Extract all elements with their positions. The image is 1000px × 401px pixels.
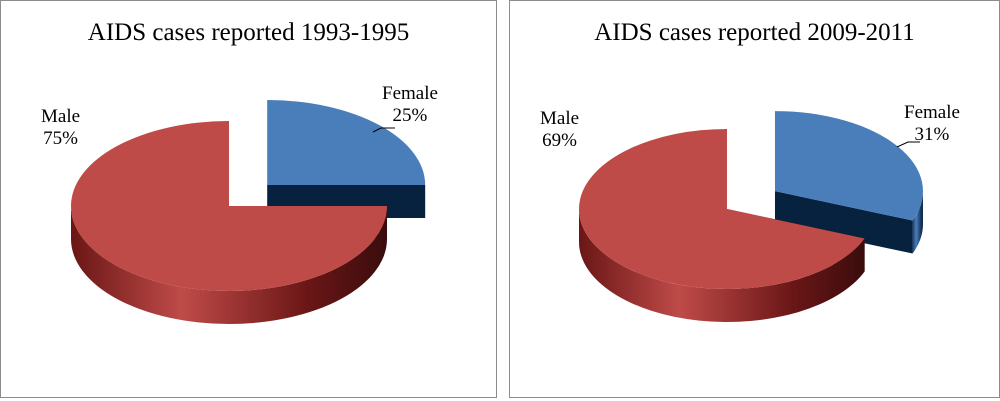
female-category-label: Female: [904, 102, 960, 123]
male-value-label: 69%: [542, 130, 577, 151]
pie-chart: [71, 99, 426, 324]
female-value-label: 25%: [392, 105, 428, 126]
male-slice: [579, 129, 865, 323]
female-category-label: Female: [382, 83, 438, 104]
female-slice: [774, 111, 923, 254]
female-value-label: 31%: [914, 124, 950, 145]
male-slice-label: Male 69%: [540, 108, 579, 152]
female-slice-label: Female 31%: [904, 102, 960, 146]
female-leader-line: [372, 127, 395, 133]
male-slice-label: Male 75%: [41, 106, 80, 150]
female-leader-line: [896, 141, 920, 148]
male-slice: [71, 121, 387, 324]
male-value-label: 75%: [43, 128, 78, 149]
male-category-label: Male: [540, 108, 580, 129]
male-category-label: Male: [41, 106, 81, 127]
chart-title: AIDS cases reported 2009-2011: [594, 19, 915, 46]
chart-panel-1993-1995: AIDS cases reported 1993-1995 Female 25%…: [0, 0, 497, 398]
chart-panel-2009-2011: AIDS cases reported 2009-2011 Female 31%…: [509, 0, 1000, 398]
female-slice-label: Female 25%: [382, 83, 438, 127]
pie-chart: [579, 111, 923, 323]
chart-title: AIDS cases reported 1993-1995: [87, 19, 410, 46]
